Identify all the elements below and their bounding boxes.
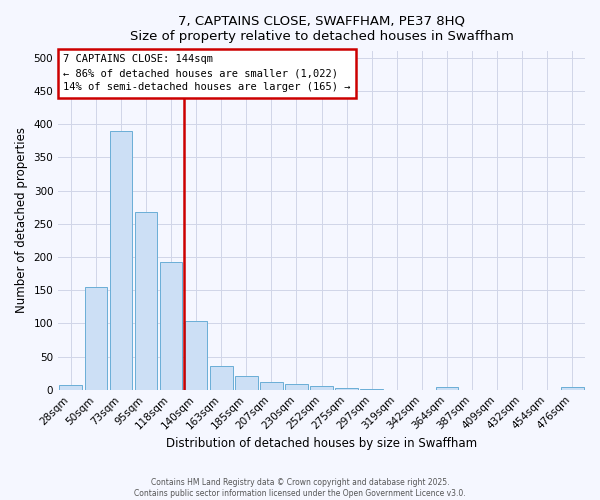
Title: 7, CAPTAINS CLOSE, SWAFFHAM, PE37 8HQ
Size of property relative to detached hous: 7, CAPTAINS CLOSE, SWAFFHAM, PE37 8HQ Si… [130, 15, 514, 43]
Bar [85, 287, 107, 390]
Bar [285, 384, 308, 390]
X-axis label: Distribution of detached houses by size in Swaffham: Distribution of detached houses by size … [166, 437, 477, 450]
Bar [160, 262, 182, 390]
Bar [260, 382, 283, 390]
Bar [59, 385, 82, 390]
Y-axis label: Number of detached properties: Number of detached properties [15, 128, 28, 314]
Text: Contains HM Land Registry data © Crown copyright and database right 2025.
Contai: Contains HM Land Registry data © Crown c… [134, 478, 466, 498]
Bar [361, 389, 383, 390]
Text: 7 CAPTAINS CLOSE: 144sqm
← 86% of detached houses are smaller (1,022)
14% of sem: 7 CAPTAINS CLOSE: 144sqm ← 86% of detach… [63, 54, 350, 92]
Bar [134, 212, 157, 390]
Bar [110, 131, 132, 390]
Bar [561, 387, 584, 390]
Bar [436, 387, 458, 390]
Bar [210, 366, 233, 390]
Bar [310, 386, 333, 390]
Bar [185, 322, 208, 390]
Bar [335, 388, 358, 390]
Bar [235, 376, 257, 390]
